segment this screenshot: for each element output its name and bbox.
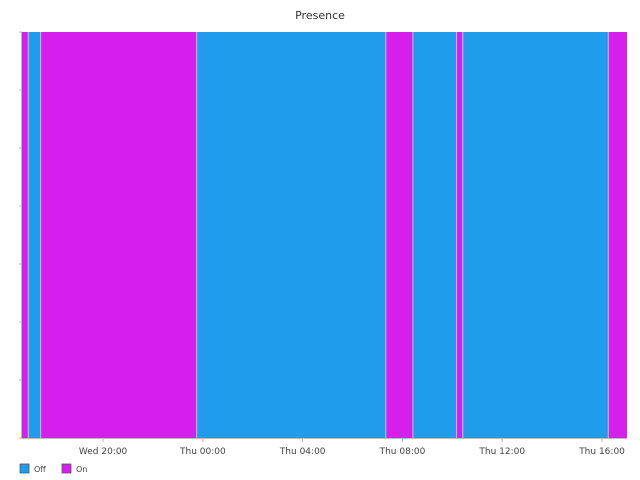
segment-off-7 [462, 32, 609, 438]
x-tick-label-0: Wed 20:00 [79, 447, 128, 457]
x-axis: Wed 20:00 Thu 00:00 Thu 04:00 Thu 08:00 Thu … [19, 31, 627, 457]
legend-swatch-on [61, 463, 72, 474]
x-tick-label-1: Thu 00:00 [179, 447, 226, 457]
segment-on-8 [608, 32, 627, 438]
x-tick-label-5: Thu 16:00 [578, 447, 625, 457]
plot-area [22, 32, 627, 438]
x-tick-label-3: Thu 08:00 [379, 447, 426, 457]
legend: Off On [19, 463, 87, 474]
legend-swatch-off [19, 463, 30, 474]
segment-off-5 [412, 32, 457, 438]
segment-on-4 [385, 32, 413, 438]
segment-on-0 [22, 32, 29, 438]
legend-label-off: Off [34, 465, 46, 474]
chart-title: Presence [295, 9, 345, 22]
segment-off-1 [28, 32, 41, 438]
segment-off-3 [196, 32, 386, 438]
legend-label-on: On [76, 465, 87, 474]
segment-on-6 [456, 32, 463, 438]
x-tick-label-4: Thu 12:00 [478, 447, 525, 457]
segment-on-2 [40, 32, 197, 438]
x-tick-label-2: Thu 04:00 [279, 447, 326, 457]
